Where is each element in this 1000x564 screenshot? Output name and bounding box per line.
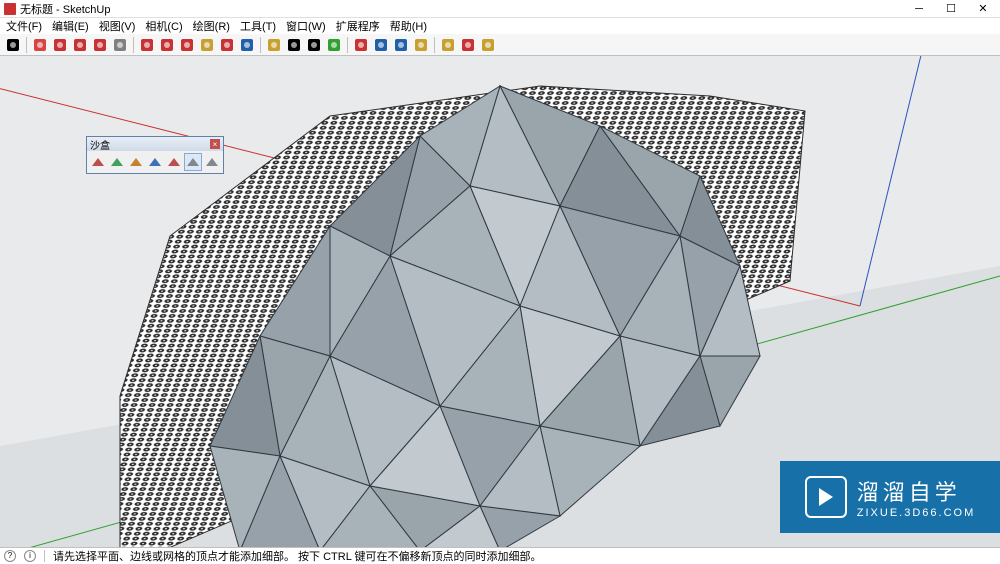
sandbox-toolbar-body <box>87 151 223 173</box>
app-icon <box>4 3 16 15</box>
select-arrow-button[interactable] <box>4 36 22 54</box>
prev-button[interactable] <box>412 36 430 54</box>
sandbox-toolbar-title-bar[interactable]: 沙盒 × <box>87 137 223 151</box>
status-bar: ? i 请先选择平面、边线或网格的顶点才能添加细部。 按下 CTRL 键可在不偏… <box>0 547 1000 563</box>
move-button[interactable] <box>138 36 156 54</box>
pan-button[interactable] <box>352 36 370 54</box>
main-toolbar <box>0 34 1000 56</box>
menu-绘图r[interactable]: 绘图(R) <box>193 18 230 34</box>
sandbox-toolbar-title: 沙盒 <box>90 137 110 152</box>
viewport[interactable]: 沙盒 × 溜溜自学 ZIXUE.3D66.COM <box>0 56 1000 547</box>
z-axis <box>860 56 950 306</box>
menu-帮助h[interactable]: 帮助(H) <box>390 18 427 34</box>
rotate-button[interactable] <box>158 36 176 54</box>
menu-扩展程序[interactable]: 扩展程序 <box>336 18 380 34</box>
zoom-button[interactable] <box>372 36 390 54</box>
sandbox-toolbar-close[interactable]: × <box>210 139 220 149</box>
next-button[interactable] <box>439 36 457 54</box>
watermark-title: 溜溜自学 <box>857 475 961 507</box>
minimize-button[interactable]: ─ <box>912 2 926 16</box>
menu-窗口w[interactable]: 窗口(W) <box>286 18 326 34</box>
toolbar-separator <box>434 37 435 53</box>
eraser-button[interactable] <box>31 36 49 54</box>
pencil-button[interactable] <box>51 36 69 54</box>
shape-button[interactable] <box>91 36 109 54</box>
window-title: 无标题 - SketchUp <box>20 1 110 17</box>
menu-文件f[interactable]: 文件(F) <box>6 18 42 34</box>
ware2-button[interactable] <box>479 36 497 54</box>
sandbox-from-contours-button[interactable] <box>89 153 107 171</box>
dim-button[interactable] <box>305 36 323 54</box>
sandbox-smoove-button[interactable] <box>127 153 145 171</box>
pushpull-button[interactable] <box>111 36 129 54</box>
title-bar: 无标题 - SketchUp ─ ☐ ✕ <box>0 0 1000 18</box>
menu-工具t[interactable]: 工具(T) <box>240 18 276 34</box>
menu-bar: 文件(F) 编辑(E) 视图(V) 相机(C) 绘图(R) 工具(T) 窗口(W) 扩展程序帮… <box>0 18 1000 34</box>
sandbox-stamp-button[interactable] <box>146 153 164 171</box>
sandbox-from-scratch-button[interactable] <box>108 153 126 171</box>
info-icon[interactable]: i <box>24 550 36 562</box>
play-icon <box>805 476 847 518</box>
scale-button[interactable] <box>178 36 196 54</box>
toolbar-separator <box>133 37 134 53</box>
window-controls: ─ ☐ ✕ <box>912 2 996 16</box>
menu-编辑e[interactable]: 编辑(E) <box>52 18 89 34</box>
reload-button[interactable] <box>218 36 236 54</box>
sandbox-add-detail-button[interactable] <box>184 153 202 171</box>
status-text: 请先选择平面、边线或网格的顶点才能添加细部。 按下 CTRL 键可在不偏移新顶点… <box>53 548 541 564</box>
menu-相机c[interactable]: 相机(C) <box>145 18 182 34</box>
rectangle-button[interactable] <box>71 36 89 54</box>
text-button[interactable] <box>285 36 303 54</box>
close-button[interactable]: ✕ <box>976 2 990 16</box>
watermark: 溜溜自学 ZIXUE.3D66.COM <box>780 461 1000 533</box>
maximize-button[interactable]: ☐ <box>944 2 958 16</box>
zoomext-button[interactable] <box>392 36 410 54</box>
help-icon[interactable]: ? <box>4 550 16 562</box>
toolbar-separator <box>26 37 27 53</box>
sandbox-flip-edge-button[interactable] <box>203 153 221 171</box>
sync-button[interactable] <box>238 36 256 54</box>
toolbar-separator <box>260 37 261 53</box>
sandbox-toolbar[interactable]: 沙盒 × <box>86 136 224 174</box>
paint-button[interactable] <box>265 36 283 54</box>
tape-button[interactable] <box>198 36 216 54</box>
ware1-button[interactable] <box>459 36 477 54</box>
toolbar-separator <box>347 37 348 53</box>
orbit-button[interactable] <box>325 36 343 54</box>
menu-视图v[interactable]: 视图(V) <box>99 18 136 34</box>
watermark-url: ZIXUE.3D66.COM <box>857 507 975 519</box>
sandbox-drape-button[interactable] <box>165 153 183 171</box>
